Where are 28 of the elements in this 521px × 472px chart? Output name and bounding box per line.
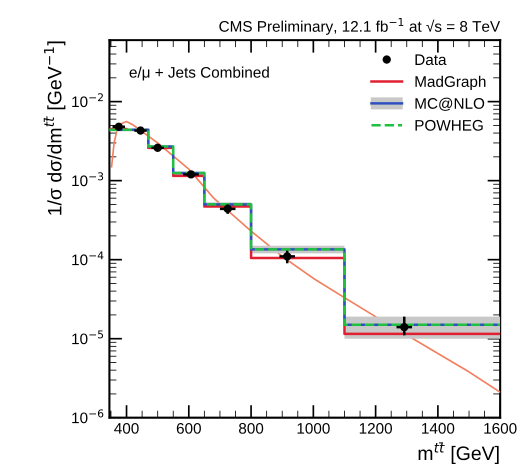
y-axis-title: 1/σ dσ/dm$^{tt̄}$ [GeV$^{−1}$] — [44, 42, 66, 215]
chart-title: CMS Preliminary, 12.1 fb$^{−1}$ at √s = 8 TeV — [219, 18, 500, 35]
x-tick-label: 600 — [176, 422, 201, 434]
point — [136, 126, 145, 135]
point — [400, 322, 408, 332]
y-tick-label: 10$^{−6}$ — [72, 409, 104, 424]
point — [186, 170, 196, 179]
x-tick-label: 1200 — [360, 422, 392, 434]
line-series — [110, 120, 500, 394]
x-tick-label: 800 — [238, 422, 264, 434]
x-tick-label: 400 — [114, 422, 139, 434]
point — [283, 252, 292, 261]
legend-label: Data — [415, 54, 447, 66]
y-tick-label: 10$^{−3}$ — [72, 172, 104, 186]
y-tick-label: 10$^{−5}$ — [72, 330, 104, 344]
annotation: e/μ + Jets Combined — [130, 66, 269, 81]
y-tick-label: 10$^{−4}$ — [72, 251, 104, 266]
legend-label: MC@NLO — [415, 98, 484, 111]
x-tick-label: 1600 — [484, 422, 517, 434]
x-tick-label: 1000 — [298, 422, 330, 434]
x-tick-label: 1400 — [422, 422, 454, 434]
legend-label: MadGraph — [415, 76, 486, 90]
point — [154, 144, 162, 152]
legend-label: POWHEG — [415, 120, 483, 131]
x-axis-title: m$^{tt̄}$ [GeV] — [418, 442, 499, 464]
point — [224, 204, 232, 213]
point — [114, 122, 123, 131]
y-tick-label: 10$^{−2}$ — [72, 93, 103, 108]
